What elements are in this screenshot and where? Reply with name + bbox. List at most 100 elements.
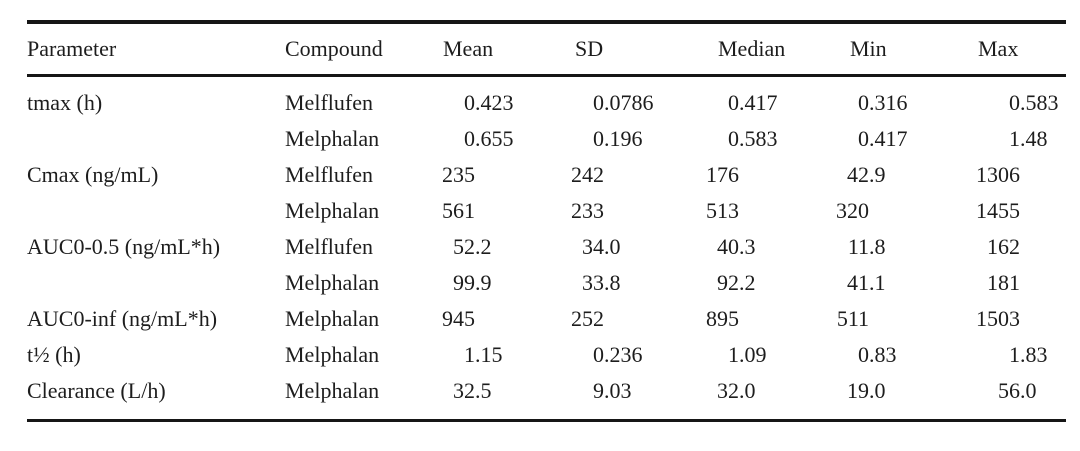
table-row: AUC0-inf (ng/mL*h) Melphalan 945 252 895… <box>27 301 1066 337</box>
mean-integer-part: 235 <box>442 162 475 187</box>
max-cell: 162 <box>974 229 1066 265</box>
sd-fraction-part: .03 <box>604 378 632 403</box>
min-integer-part: 42 <box>847 162 869 187</box>
min-cell: 320 <box>835 193 974 229</box>
sd-integer-part: 252 <box>571 306 604 331</box>
sd-cell: 34.0 <box>570 229 705 265</box>
sd-cell: 242 <box>570 157 705 193</box>
mean-fraction-part: .2 <box>475 234 492 259</box>
median-cell: 513 <box>705 193 835 229</box>
mean-cell: 32.5 <box>441 373 570 409</box>
table-row: Melphalan 0.655 0.196 0.583 0.417 1.48 <box>27 121 1066 157</box>
parameter-cell: Clearance (L/h) <box>27 378 166 403</box>
mean-integer-part: 99 <box>453 270 475 295</box>
max-fraction-part: .583 <box>1020 90 1059 115</box>
median-cell: 40.3 <box>705 229 835 265</box>
mean-integer-part: 0 <box>464 90 475 115</box>
table-row: AUC0-0.5 (ng/mL*h) Melflufen 52.2 34.0 4… <box>27 229 1066 265</box>
mean-cell: 0.655 <box>441 121 570 157</box>
min-integer-part: 11 <box>847 234 869 259</box>
median-integer-part: 176 <box>706 162 739 187</box>
sd-integer-part: 33 <box>582 270 604 295</box>
compound-cell: Melphalan <box>285 306 380 331</box>
median-cell: 895 <box>705 301 835 337</box>
max-integer-part: 1 <box>1009 342 1020 367</box>
compound-cell: Melflufen <box>285 162 373 187</box>
max-fraction-part: .83 <box>1020 342 1048 367</box>
min-fraction-part: .83 <box>869 342 897 367</box>
min-integer-part: 0 <box>858 342 869 367</box>
median-fraction-part: .0 <box>739 378 756 403</box>
sd-cell: 0.0786 <box>570 85 705 121</box>
mean-cell: 561 <box>441 193 570 229</box>
sd-fraction-part: .236 <box>604 342 643 367</box>
min-fraction-part: .316 <box>869 90 908 115</box>
compound-cell: Melflufen <box>285 90 373 115</box>
column-header-max: Max <box>978 36 1019 61</box>
sd-integer-part: 34 <box>582 234 604 259</box>
max-integer-part: 56 <box>998 378 1020 403</box>
min-integer-part: 0 <box>858 126 869 151</box>
compound-cell: Melphalan <box>285 342 380 367</box>
table-row: Melphalan 561 233 513 320 1455 <box>27 193 1066 229</box>
mean-fraction-part: .655 <box>475 126 514 151</box>
column-header-compound: Compound <box>285 36 383 61</box>
mean-cell: 1.15 <box>441 337 570 373</box>
median-integer-part: 895 <box>706 306 739 331</box>
max-cell: 1306 <box>974 157 1066 193</box>
column-header-min: Min <box>850 36 887 61</box>
compound-cell: Melphalan <box>285 270 380 295</box>
mean-integer-part: 1 <box>464 342 475 367</box>
table-row: Cmax (ng/mL) Melflufen 235 242 176 42.9 … <box>27 157 1066 193</box>
max-cell: 181 <box>974 265 1066 301</box>
parameter-cell: tmax (h) <box>27 90 103 115</box>
median-integer-part: 0 <box>728 90 739 115</box>
max-cell: 1.83 <box>974 337 1066 373</box>
max-cell: 1455 <box>974 193 1066 229</box>
median-fraction-part: .3 <box>739 234 756 259</box>
min-cell: 0.83 <box>835 337 974 373</box>
min-cell: 42.9 <box>835 157 974 193</box>
median-integer-part: 513 <box>706 198 739 223</box>
table-row: tmax (h) Melflufen 0.423 0.0786 0.417 0.… <box>27 85 1066 121</box>
parameter-cell: Cmax (ng/mL) <box>27 162 159 187</box>
mean-integer-part: 32 <box>453 378 475 403</box>
column-header-parameter: Parameter <box>27 36 117 61</box>
median-fraction-part: .417 <box>739 90 778 115</box>
sd-cell: 0.196 <box>570 121 705 157</box>
median-integer-part: 40 <box>717 234 739 259</box>
parameter-cell: AUC0-0.5 (ng/mL*h) <box>27 234 221 259</box>
max-fraction-part: .0 <box>1020 378 1037 403</box>
table-row: Melphalan 99.9 33.8 92.2 41.1 181 <box>27 265 1066 301</box>
median-cell: 1.09 <box>705 337 835 373</box>
min-fraction-part: .1 <box>869 270 886 295</box>
median-integer-part: 92 <box>717 270 739 295</box>
sd-integer-part: 0 <box>593 342 604 367</box>
table-row: Clearance (L/h) Melphalan 32.5 9.03 32.0… <box>27 373 1066 409</box>
median-cell: 92.2 <box>705 265 835 301</box>
compound-cell: Melflufen <box>285 234 373 259</box>
min-integer-part: 511 <box>836 306 869 331</box>
min-cell: 19.0 <box>835 373 974 409</box>
mean-fraction-part: .5 <box>475 378 492 403</box>
sd-integer-part: 0 <box>593 90 604 115</box>
median-fraction-part: .09 <box>739 342 767 367</box>
sd-integer-part: 0 <box>593 126 604 151</box>
mean-cell: 52.2 <box>441 229 570 265</box>
mean-cell: 99.9 <box>441 265 570 301</box>
max-integer-part: 1 <box>1009 126 1020 151</box>
min-integer-part: 41 <box>847 270 869 295</box>
sd-fraction-part: .0786 <box>604 90 654 115</box>
mean-fraction-part: .9 <box>475 270 492 295</box>
min-integer-part: 320 <box>836 198 869 223</box>
mean-integer-part: 561 <box>442 198 475 223</box>
max-cell: 56.0 <box>974 373 1066 409</box>
mean-fraction-part: .15 <box>475 342 503 367</box>
compound-cell: Melphalan <box>285 126 380 151</box>
min-cell: 511 <box>835 301 974 337</box>
median-integer-part: 0 <box>728 126 739 151</box>
table-row: t½ (h) Melphalan 1.15 0.236 1.09 0.83 1.… <box>27 337 1066 373</box>
mean-cell: 235 <box>441 157 570 193</box>
max-cell: 0.583 <box>974 85 1066 121</box>
min-fraction-part: .0 <box>869 378 886 403</box>
